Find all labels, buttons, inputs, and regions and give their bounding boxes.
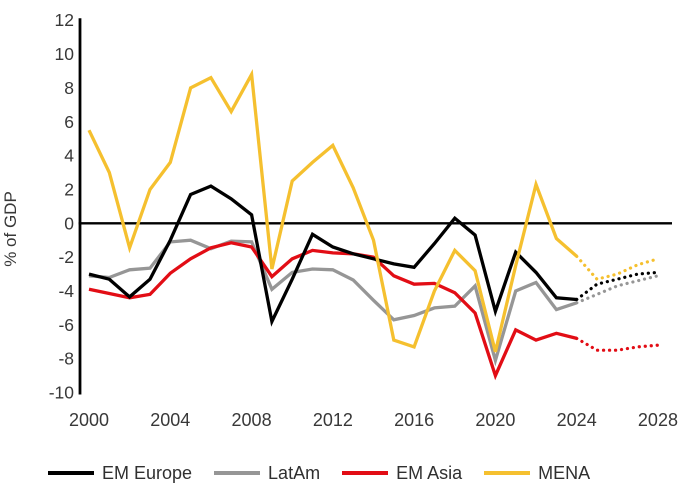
legend-label-mena: MENA (538, 462, 591, 483)
x-tick-label: 2012 (313, 410, 353, 430)
y-tick-label: 4 (64, 146, 74, 166)
series-line-em-europe (88, 184, 577, 327)
y-tick-label: -4 (58, 281, 74, 301)
ticks-layer: 12 10 8 6 4 2 0 -2 -4 -6 -8 -10 2000 2004 2008 2012 2016… (49, 10, 678, 430)
series-forecast-em-asia (575, 336, 660, 352)
legend-label-em-asia: EM Asia (396, 462, 463, 483)
y-tick-label: -10 (49, 383, 75, 403)
y-tick-label: 6 (64, 112, 74, 132)
legend: EM Europe LatAm EM Asia MENA (48, 458, 590, 488)
x-tick-label: 2004 (150, 410, 190, 430)
series-forecast-latam (575, 274, 660, 305)
series-forecast-em-europe (575, 270, 660, 302)
legend-label-latam: LatAm (268, 462, 321, 483)
y-axis-title: % of GDP (1, 191, 20, 267)
y-tick-label: 2 (64, 179, 74, 199)
x-tick-label: 2028 (638, 410, 678, 430)
y-tick-label: 10 (55, 44, 75, 64)
legend-item-em-asia: EM Asia (342, 463, 462, 484)
y-tick-label: -6 (58, 315, 74, 335)
x-tick-label: 2020 (475, 410, 515, 430)
legend-swatch-em-europe (48, 471, 94, 475)
series-line-mena (87, 68, 578, 353)
plot-svg: % of GDP 12 10 8 6 4 2 0 -2 -4 -6 -8 -10 2000 2004 200… (1, 10, 678, 430)
legend-swatch-em-asia (342, 471, 389, 475)
x-tick-label: 2008 (232, 410, 272, 430)
series-layer (87, 68, 660, 381)
legend-swatch-latam (214, 471, 261, 475)
series-line-em-asia (88, 241, 578, 381)
y-tick-label: 0 (64, 213, 74, 233)
legend-item-latam: LatAm (214, 463, 320, 484)
y-tick-label: -2 (58, 247, 74, 267)
y-tick-label: -8 (58, 349, 74, 369)
legend-item-em-europe: EM Europe (48, 463, 192, 484)
y-tick-label: 8 (64, 78, 74, 98)
axes-layer (78, 18, 672, 395)
series-forecast-mena (575, 254, 660, 281)
legend-label-em-europe: EM Europe (102, 462, 193, 483)
x-tick-label: 2000 (69, 410, 109, 430)
y-tick-label: 12 (55, 10, 74, 30)
x-tick-label: 2024 (557, 410, 597, 430)
x-tick-label: 2016 (394, 410, 434, 430)
legend-item-mena: MENA (484, 463, 590, 484)
legend-swatch-mena (484, 471, 531, 475)
